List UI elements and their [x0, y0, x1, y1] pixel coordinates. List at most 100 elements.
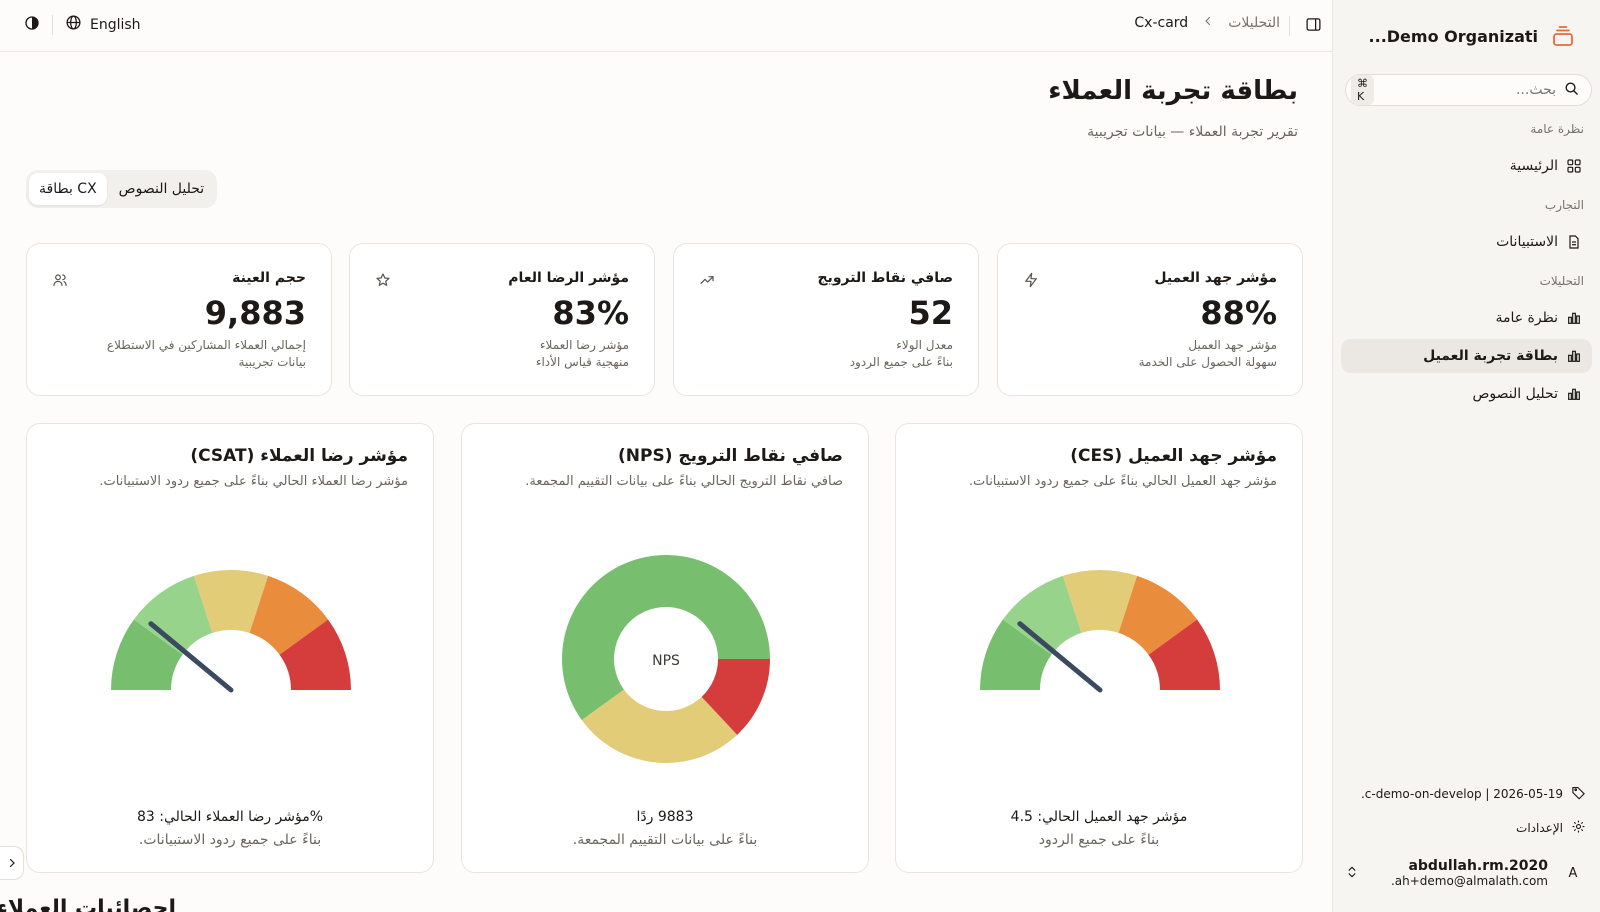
kpi-description: معدل الولاء	[896, 338, 953, 352]
user-menu[interactable]: A abdullah.rm.2020 ah+demo@almalath.com.	[1345, 852, 1588, 894]
nav-item-label: بطاقة تجربة العميل	[1423, 348, 1558, 364]
kpi-card-ces: مؤشر جهد العميل 88% مؤشر جهد العميل سهول…	[997, 243, 1303, 396]
kpi-note: بناءً على جميع الردود	[849, 355, 953, 369]
ces-gauge	[980, 570, 1220, 693]
gauge-footer-note: بناءً على بيانات التقييم المجمعة.	[572, 832, 758, 848]
kpi-title: صافي نقاط الترويج	[817, 270, 953, 286]
nav-item-label: نظرة عامة	[1495, 310, 1558, 326]
gauge-footer-value: مؤشر جهد العميل الحالي: 4.5	[1010, 809, 1188, 825]
nps-center-label: NPS	[652, 653, 680, 669]
kpi-description: مؤشر رضا العملاء	[539, 338, 629, 352]
version-info: c-demo-on-develop | 2026-05-19.	[1345, 785, 1586, 803]
search-shortcut: ⌘ K	[1351, 75, 1374, 105]
kpi-card-satisfaction: مؤشر الرضا العام 83% مؤشر رضا العملاء من…	[349, 243, 655, 396]
search-box[interactable]: ⌘ K	[1345, 74, 1592, 106]
lightning-icon	[1023, 272, 1039, 288]
nav-group-overview: نظرة عامة	[1530, 122, 1584, 136]
kpi-value: 88%	[1200, 294, 1277, 332]
csat-gauge-band	[111, 619, 183, 690]
breadcrumb: التحليلات Cx-card	[1134, 15, 1280, 31]
org-name: Demo Organizati...	[1368, 26, 1538, 46]
nav-item-cx-card[interactable]: بطاقة تجربة العميل	[1341, 339, 1592, 373]
gear-icon	[1571, 819, 1586, 837]
chevron-right-icon	[6, 854, 18, 873]
gauge-title: صافي نقاط الترويج (NPS)	[618, 446, 843, 466]
tab-text-analysis[interactable]: تحليل النصوص	[118, 181, 205, 197]
bar-chart-icon	[1566, 348, 1582, 364]
star-icon	[375, 272, 391, 288]
tag-icon	[1571, 785, 1586, 803]
kpi-value: 52	[908, 294, 953, 332]
gauge-description: مؤشر جهد العميل الحالي بناءً على جميع رد…	[968, 474, 1277, 489]
kpi-description: مؤشر جهد العميل	[1188, 338, 1277, 352]
breadcrumb-current: Cx-card	[1134, 15, 1189, 31]
user-info: abdullah.rm.2020 ah+demo@almalath.com.	[1369, 858, 1548, 888]
kpi-value: 83%	[552, 294, 629, 332]
view-tabs: تحليل النصوص CX بطاقة	[26, 170, 218, 208]
gauge-description: مؤشر رضا العملاء الحالي بناءً على جميع ر…	[99, 474, 408, 489]
nav-item-label: الرئيسية	[1509, 158, 1558, 174]
trending-up-icon	[699, 272, 715, 288]
language-switcher[interactable]: English	[65, 14, 141, 35]
nav-item-label: تحليل النصوص	[1472, 386, 1558, 402]
kpi-card-sample-size: حجم العينة 9,883 إجمالي العملاء المشاركي…	[26, 243, 332, 396]
csat-gauge-band	[193, 570, 269, 633]
nav-item-text-analysis[interactable]: تحليل النصوص	[1341, 377, 1592, 411]
search-icon	[1564, 81, 1579, 100]
user-email: ah+demo@almalath.com.	[1390, 874, 1548, 888]
user-name: abdullah.rm.2020	[1408, 858, 1548, 874]
nav-item-home[interactable]: الرئيسية	[1341, 149, 1592, 183]
nps-slice-promoters	[562, 555, 770, 721]
sidebar-toggle-icon[interactable]	[1305, 16, 1322, 37]
page-title: بطاقة تجربة العملاء	[1048, 76, 1298, 106]
version-text: c-demo-on-develop | 2026-05-19.	[1360, 787, 1563, 801]
csat-gauge-needle	[148, 621, 234, 693]
gauge-description: صافي نقاط الترويج الحالي بناءً على بيانا…	[525, 474, 843, 489]
sidebar: Demo Organizati... ⌘ K نظرة عامة الرئيسي…	[1332, 0, 1600, 912]
nav-group-analytics: التحليلات	[1539, 274, 1584, 288]
nps-donut-card: صافي نقاط الترويج (NPS) صافي نقاط التروي…	[461, 423, 869, 873]
stack-logo-icon	[1550, 23, 1576, 49]
breadcrumb-analytics[interactable]: التحليلات	[1228, 15, 1280, 31]
csat-gauge	[111, 570, 351, 693]
kpi-note: سهولة الحصول على الخدمة	[1138, 355, 1277, 369]
ces-gauge-band	[980, 619, 1052, 690]
nav-item-analytics-overview[interactable]: نظرة عامة	[1341, 301, 1592, 335]
avatar: A	[1568, 865, 1578, 881]
csat-gauge-band	[279, 619, 351, 690]
expand-panel-button[interactable]	[0, 846, 24, 880]
tab-cx-card[interactable]: CX بطاقة	[29, 173, 107, 205]
gauge-footer-value: %مؤشر رضا العملاء الحالي: 83	[136, 809, 324, 825]
kpi-note: بيانات تجريبية	[238, 355, 306, 369]
gauge-footer-note: بناءً على جميع الردود	[1038, 832, 1160, 848]
topbar: English التحليلات Cx-card	[0, 0, 1332, 52]
csat-gauge-band	[133, 575, 213, 655]
page-subtitle: تقرير تجربة العملاء — بيانات تجريبية	[1087, 124, 1298, 140]
kpi-title: حجم العينة	[232, 270, 306, 286]
nav-group-experiences: التجارب	[1544, 198, 1584, 212]
divider	[52, 14, 53, 35]
kpi-title: مؤشر الرضا العام	[508, 270, 629, 286]
settings-link[interactable]: الإعدادات	[1345, 819, 1586, 837]
csat-gauge-band	[249, 575, 329, 655]
org-switcher[interactable]: Demo Organizati...	[1357, 20, 1576, 52]
divider	[1289, 16, 1290, 36]
topbar-controls: English	[24, 14, 141, 35]
dashboard-icon	[1566, 158, 1582, 174]
ces-gauge-band	[1002, 575, 1082, 655]
bar-chart-icon	[1566, 386, 1582, 402]
document-icon	[1566, 234, 1582, 250]
globe-icon	[65, 14, 82, 35]
kpi-card-nps: صافي نقاط الترويج 52 معدل الولاء بناءً ع…	[673, 243, 979, 396]
nps-slice-detractors	[701, 659, 770, 735]
ces-gauge-band	[1118, 575, 1198, 655]
theme-toggle-icon[interactable]	[24, 15, 40, 35]
ces-gauge-band	[1062, 570, 1138, 633]
kpi-title: مؤشر جهد العميل	[1154, 270, 1277, 286]
nav-item-surveys[interactable]: الاستبيانات	[1341, 225, 1592, 259]
nps-donut: NPS	[562, 555, 770, 763]
settings-label: الإعدادات	[1516, 821, 1563, 835]
search-input[interactable]	[1382, 82, 1556, 98]
ces-gauge-needle	[1017, 621, 1103, 693]
